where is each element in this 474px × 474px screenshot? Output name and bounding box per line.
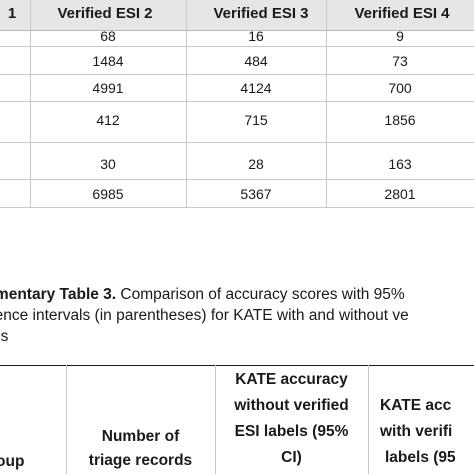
header-verified-esi-3: Verified ESI 3	[213, 5, 309, 22]
header-number-line-1: Number of	[101, 428, 180, 445]
table-cell: 2801	[384, 186, 416, 202]
header-group: roup	[0, 453, 25, 470]
header-with-line-2: with verifi	[380, 423, 453, 440]
col-divider	[186, 0, 187, 207]
header-without-line-3: ESI labels (95%	[234, 423, 349, 440]
caption-text: Comparison of accuracy scores with 95%	[116, 286, 405, 303]
header-without-line-4: CI)	[281, 449, 302, 466]
table-cell: 4991	[92, 80, 124, 96]
col-divider	[368, 365, 369, 474]
table-caption: lementary Table 3. Comparison of accurac…	[0, 284, 474, 347]
table-cell: 700	[388, 80, 412, 96]
esi-table: 1 Verified ESI 2 Verified ESI 3 Verified…	[0, 0, 474, 208]
table-cell: 4124	[240, 80, 272, 96]
col-divider	[66, 365, 67, 474]
header-verified-esi-4: Verified ESI 4	[354, 5, 450, 22]
table-cell: 5367	[240, 186, 272, 202]
table-cell: 16	[248, 28, 264, 44]
row-divider	[0, 46, 474, 47]
table-cell: 68	[100, 28, 116, 44]
table-top-border	[0, 365, 474, 366]
col-divider	[326, 0, 327, 207]
row-divider	[0, 101, 474, 102]
table-cell: 1856	[384, 112, 416, 128]
header-with-line-3: labels (95	[385, 449, 456, 466]
header-col-1: 1	[7, 5, 17, 22]
caption-table-label: lementary Table 3.	[0, 286, 117, 303]
header-without-line-2: without verified	[234, 397, 349, 414]
table-cell: 163	[388, 156, 412, 172]
accuracy-table: roup Number of triage records KATE accur…	[0, 365, 474, 474]
col-divider	[215, 365, 216, 474]
table-cell: 6985	[92, 186, 124, 202]
row-divider	[0, 142, 474, 143]
row-divider	[0, 179, 474, 180]
caption-line-2: dence intervals (in parentheses) for KAT…	[0, 307, 409, 324]
table-cell: 412	[96, 112, 120, 128]
header-without-line-1: KATE accuracy	[235, 371, 348, 388]
row-divider	[0, 74, 474, 75]
table-cell: 28	[248, 156, 264, 172]
table-cell: 73	[392, 53, 408, 69]
caption-line-1: lementary Table 3. Comparison of accurac…	[0, 284, 474, 305]
header-verified-esi-2: Verified ESI 2	[57, 5, 153, 22]
header-with-line-1: KATE acc	[380, 397, 452, 414]
table-cell: 30	[100, 156, 116, 172]
table-cell: 484	[244, 53, 268, 69]
row-divider	[0, 207, 474, 208]
table-cell: 9	[396, 28, 404, 44]
header-number-line-2: triage records	[88, 452, 193, 469]
esi-table-header	[0, 0, 474, 31]
table-cell: 1484	[92, 53, 124, 69]
col-divider	[30, 0, 31, 207]
caption-line-3: bels	[0, 328, 9, 345]
table-cell: 715	[244, 112, 268, 128]
